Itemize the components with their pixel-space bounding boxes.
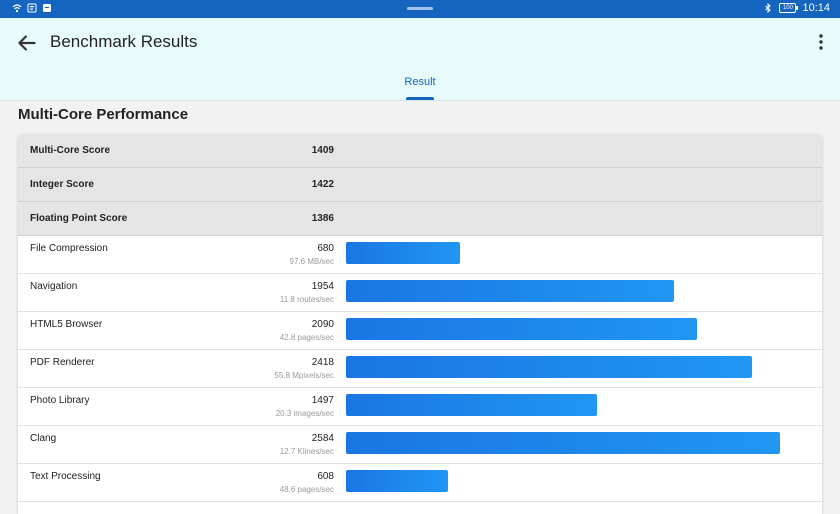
benchmark-score: 2584 [311, 433, 334, 444]
section-title: Multi-Core Performance [18, 106, 189, 123]
score-row: Floating Point Score 1386 [18, 202, 822, 236]
clock: 10:14 [802, 2, 830, 14]
benchmark-rate: 42.8 pages/sec [279, 333, 334, 342]
benchmark-label: HTML5 Browser [30, 319, 103, 330]
score-label: Multi-Core Score [30, 145, 111, 156]
benchmark-score: 608 [317, 471, 334, 482]
more-options-icon[interactable] [816, 32, 826, 52]
score-value: 1422 [311, 179, 334, 190]
tab-result[interactable]: Result [404, 76, 436, 88]
score-value: 1409 [311, 145, 334, 156]
score-row: Integer Score 1422 [18, 168, 822, 202]
back-arrow-icon[interactable] [14, 30, 40, 56]
battery-icon: 100 [779, 3, 799, 13]
bluetooth-icon [765, 3, 772, 13]
benchmark-rate: 11.8 routes/sec [279, 295, 334, 304]
benchmark-list: File Compression 680 97.6 MB/sec Navigation… [18, 236, 822, 502]
tab-indicator [406, 97, 434, 100]
benchmark-bar [346, 470, 448, 492]
benchmark-label: Text Processing [30, 471, 101, 482]
benchmark-bar-track [346, 356, 816, 378]
score-value: 1386 [311, 213, 334, 224]
score-label: Floating Point Score [30, 213, 128, 224]
results-card: Multi-Core Score 1409 Integer Score 1422 Flo… [18, 134, 822, 514]
benchmark-score: 1954 [311, 281, 334, 292]
benchmark-bar [346, 432, 780, 454]
benchmark-label: File Compression [30, 243, 108, 254]
benchmark-score: 2090 [311, 319, 334, 330]
app-bar: Benchmark Results Result [0, 18, 840, 101]
score-label: Integer Score [30, 179, 94, 190]
benchmark-bar [346, 280, 674, 302]
benchmark-bar-track [346, 242, 816, 264]
benchmark-score: 2418 [311, 357, 334, 368]
status-icons-right: 100 10:14 [763, 2, 830, 14]
benchmark-bar-track [346, 470, 816, 492]
notification-icon [27, 3, 37, 13]
benchmark-score: 680 [317, 243, 334, 254]
benchmark-bar-track [346, 318, 816, 340]
benchmark-score: 1497 [311, 395, 334, 406]
benchmark-row[interactable]: HTML5 Browser 2090 42.8 pages/sec [18, 312, 822, 350]
benchmark-label: Navigation [30, 281, 78, 292]
benchmark-label: PDF Renderer [30, 357, 95, 368]
message-icon [43, 4, 51, 12]
wifi-icon [12, 4, 22, 13]
benchmark-bar [346, 394, 597, 416]
benchmark-bar-track [346, 432, 816, 454]
score-summary: Multi-Core Score 1409 Integer Score 1422 Flo… [18, 134, 822, 236]
benchmark-bar-track [346, 280, 816, 302]
status-bar: 100 10:14 [0, 0, 840, 18]
benchmark-rate: 20.3 images/sec [275, 409, 334, 418]
benchmark-rate: 48.6 pages/sec [279, 485, 334, 494]
benchmark-row[interactable]: Photo Library 1497 20.3 images/sec [18, 388, 822, 426]
benchmark-bar [346, 356, 752, 378]
drag-handle[interactable] [407, 7, 433, 10]
status-icons-left [12, 3, 52, 13]
benchmark-rate: 12.7 Klines/sec [279, 447, 334, 456]
page-title: Benchmark Results [50, 32, 198, 51]
benchmark-label: Clang [30, 433, 57, 444]
benchmark-rate: 97.6 MB/sec [289, 257, 334, 266]
benchmark-row[interactable]: PDF Renderer 2418 55.8 Mpixels/sec [18, 350, 822, 388]
score-row: Multi-Core Score 1409 [18, 134, 822, 168]
benchmark-rate: 55.8 Mpixels/sec [274, 371, 334, 380]
benchmark-bar [346, 242, 460, 264]
benchmark-label: Photo Library [30, 395, 90, 406]
benchmark-row[interactable]: File Compression 680 97.6 MB/sec [18, 236, 822, 274]
benchmark-bar [346, 318, 697, 340]
benchmark-row[interactable]: Navigation 1954 11.8 routes/sec [18, 274, 822, 312]
benchmark-row[interactable]: Clang 2584 12.7 Klines/sec [18, 426, 822, 464]
benchmark-bar-track [346, 394, 816, 416]
benchmark-row[interactable]: Text Processing 608 48.6 pages/sec [18, 464, 822, 502]
